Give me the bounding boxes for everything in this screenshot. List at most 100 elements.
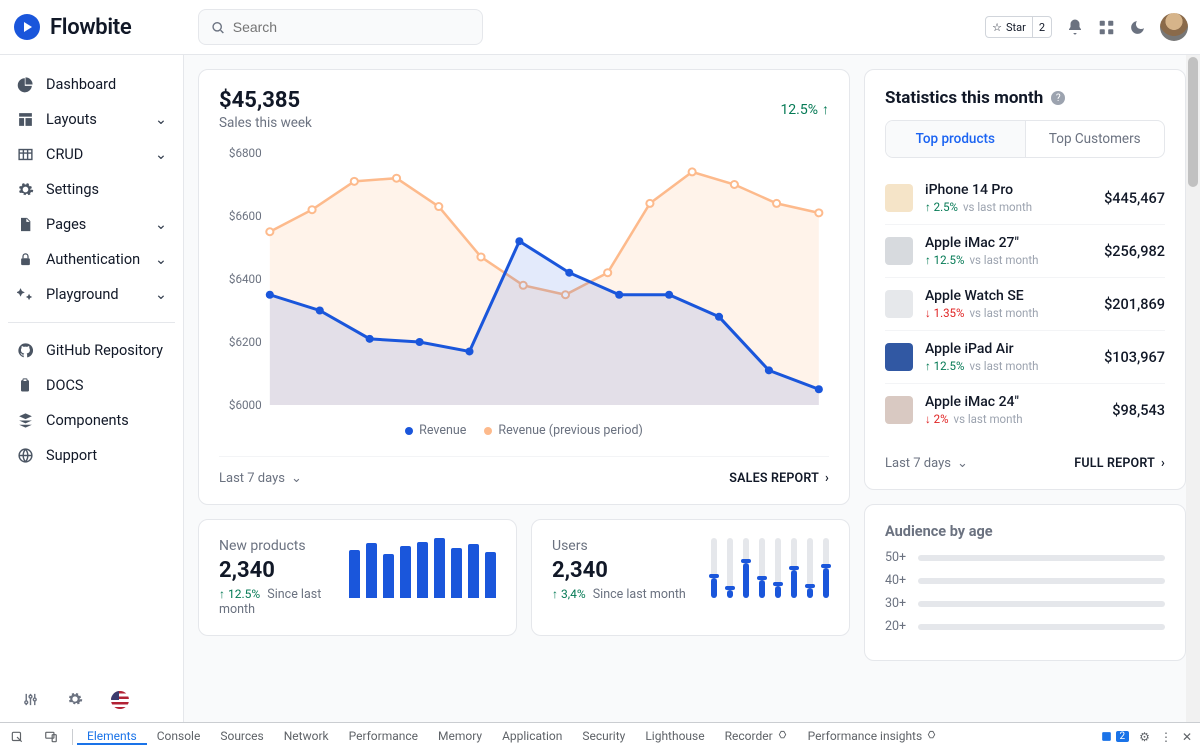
lolli-col (807, 538, 813, 598)
sales-overview-card: $45,385 Sales this week 12.5% ↑ $6800$66… (198, 69, 850, 505)
chevron-down-icon: ⌄ (155, 286, 167, 303)
lolli-col (791, 538, 797, 598)
search-icon (211, 20, 225, 35)
devtools-tab-lighthouse[interactable]: Lighthouse (635, 729, 714, 743)
spark-bar (417, 542, 428, 598)
sidebar-item-label: Dashboard (46, 76, 116, 93)
users-sparkline (711, 538, 829, 598)
users-title: Users (552, 538, 686, 554)
product-value: $256,982 (1104, 243, 1165, 260)
sales-trend: 12.5% ↑ (780, 88, 829, 131)
locale-flag-icon[interactable] (111, 691, 129, 709)
sidebar-item-layouts[interactable]: Layouts⌄ (8, 102, 175, 137)
devtools-more-icon[interactable]: ⋮ (1160, 730, 1172, 744)
sales-amount: $45,385 (219, 88, 312, 113)
search-input[interactable] (233, 19, 470, 35)
devtools-tab-memory[interactable]: Memory (428, 729, 492, 743)
sidebar-item-label: Layouts (46, 111, 97, 128)
sidebar-item-crud[interactable]: CRUD⌄ (8, 137, 175, 172)
sales-line-chart: $6800$6600$6400$6200$6000 (219, 145, 829, 413)
sidebar-divider (8, 322, 175, 323)
svg-text:$6200: $6200 (229, 335, 262, 349)
product-value: $201,869 (1104, 296, 1165, 313)
spark-bar (400, 546, 411, 598)
devtools-inspect-icon[interactable] (0, 723, 34, 750)
product-value: $103,967 (1104, 349, 1165, 366)
product-row[interactable]: Apple iMac 24" ↓ 2%vs last month $98,543 (885, 384, 1165, 436)
search-box[interactable] (198, 9, 483, 45)
product-row[interactable]: Apple iMac 27" ↑ 12.5%vs last month $256… (885, 225, 1165, 278)
globe-icon (16, 447, 34, 464)
arrow-up-icon: ↑ (822, 101, 829, 118)
chart-legend: Revenue Revenue (previous period) (219, 423, 829, 438)
full-report-link[interactable]: FULL REPORT › (1074, 456, 1165, 471)
devtools-tab-elements[interactable]: Elements (77, 729, 147, 745)
product-value: $445,467 (1104, 190, 1165, 207)
lolli-col (775, 538, 781, 598)
sidebar-item-settings[interactable]: Settings (8, 172, 175, 207)
sidebar-item-label: DOCS (46, 377, 84, 394)
arrow-down-icon: ↓ 1.35% (925, 306, 964, 320)
product-row[interactable]: Apple iPad Air ↑ 12.5%vs last month $103… (885, 331, 1165, 384)
sales-report-link[interactable]: SALES REPORT › (729, 471, 829, 486)
range-selector[interactable]: Last 7 days ⌄ (219, 471, 302, 486)
spark-bar (366, 543, 377, 598)
devtools-tab-application[interactable]: Application (492, 729, 572, 743)
devtools-tab-performance-insights[interactable]: Performance insights (798, 729, 948, 743)
age-bar (918, 555, 1165, 561)
vs-label: vs last month (963, 200, 1032, 214)
statistics-card: Statistics this month ? Top products Top… (864, 69, 1186, 490)
topbar-actions: ☆Star 2 (985, 13, 1188, 41)
devtools-settings-icon[interactable]: ⚙ (1139, 730, 1150, 744)
user-avatar[interactable] (1160, 13, 1188, 41)
tab-top-customers[interactable]: Top Customers (1025, 121, 1165, 157)
devtools-issues-icon[interactable]: 2 (1100, 730, 1130, 743)
brand-name: Flowbite (50, 15, 131, 40)
product-name: Apple iMac 24" (925, 394, 1100, 410)
info-icon[interactable]: ? (1051, 91, 1065, 105)
brand[interactable]: Flowbite (14, 14, 184, 40)
devtools-tab-performance[interactable]: Performance (339, 729, 428, 743)
bell-icon[interactable] (1066, 18, 1084, 36)
sidebar-item-components[interactable]: Components (8, 403, 175, 438)
lolli-col (823, 538, 829, 598)
vs-label: vs last month (969, 359, 1038, 373)
apps-grid-icon[interactable] (1098, 19, 1115, 36)
settings-gear-icon[interactable] (67, 691, 83, 712)
devtools-tab-recorder[interactable]: Recorder (715, 729, 798, 743)
age-bar (918, 578, 1165, 584)
chevron-right-icon: › (825, 471, 829, 486)
spark-bar (383, 554, 394, 598)
devtools-tab-console[interactable]: Console (147, 729, 211, 743)
sidebar-item-docs[interactable]: DOCS (8, 368, 175, 403)
chevron-down-icon: ⌄ (155, 251, 167, 268)
new-products-sparkline (349, 538, 496, 598)
devtools-close-icon[interactable]: ✕ (1182, 730, 1192, 744)
sidebar-item-pages[interactable]: Pages⌄ (8, 207, 175, 242)
adjustments-icon[interactable] (22, 691, 39, 712)
audience-card: Audience by age 50+40+30+20+ (864, 504, 1186, 661)
dark-mode-icon[interactable] (1129, 19, 1146, 36)
sidebar-item-support[interactable]: Support (8, 438, 175, 473)
sidebar-item-authentication[interactable]: Authentication⌄ (8, 242, 175, 277)
since-label: Since last month (593, 587, 686, 602)
stats-range-selector[interactable]: Last 7 days ⌄ (885, 456, 968, 471)
spark-bar (485, 552, 496, 598)
devtools-tab-security[interactable]: Security (572, 729, 635, 743)
product-row[interactable]: Apple Watch SE ↓ 1.35%vs last month $201… (885, 278, 1165, 331)
sidebar-item-dashboard[interactable]: Dashboard (8, 67, 175, 102)
topbar: Flowbite ☆Star 2 (0, 0, 1200, 55)
devtools-tab-network[interactable]: Network (274, 729, 339, 743)
tab-top-products[interactable]: Top products (886, 121, 1025, 157)
sidebar-item-github-repository[interactable]: GitHub Repository (8, 333, 175, 368)
devtools-tab-sources[interactable]: Sources (210, 729, 273, 743)
devtools-device-icon[interactable] (34, 723, 68, 750)
github-star-badge[interactable]: ☆Star 2 (985, 16, 1052, 38)
sidebar-item-playground[interactable]: Playground⌄ (8, 277, 175, 312)
audience-title: Audience by age (885, 523, 1165, 540)
chevron-down-icon: ⌄ (957, 456, 968, 471)
product-row[interactable]: iPhone 14 Pro ↑ 2.5%vs last month $445,4… (885, 172, 1165, 225)
scrollbar[interactable] (1186, 55, 1200, 722)
sidebar-item-label: Components (46, 412, 129, 429)
scrollbar-thumb[interactable] (1188, 57, 1198, 187)
